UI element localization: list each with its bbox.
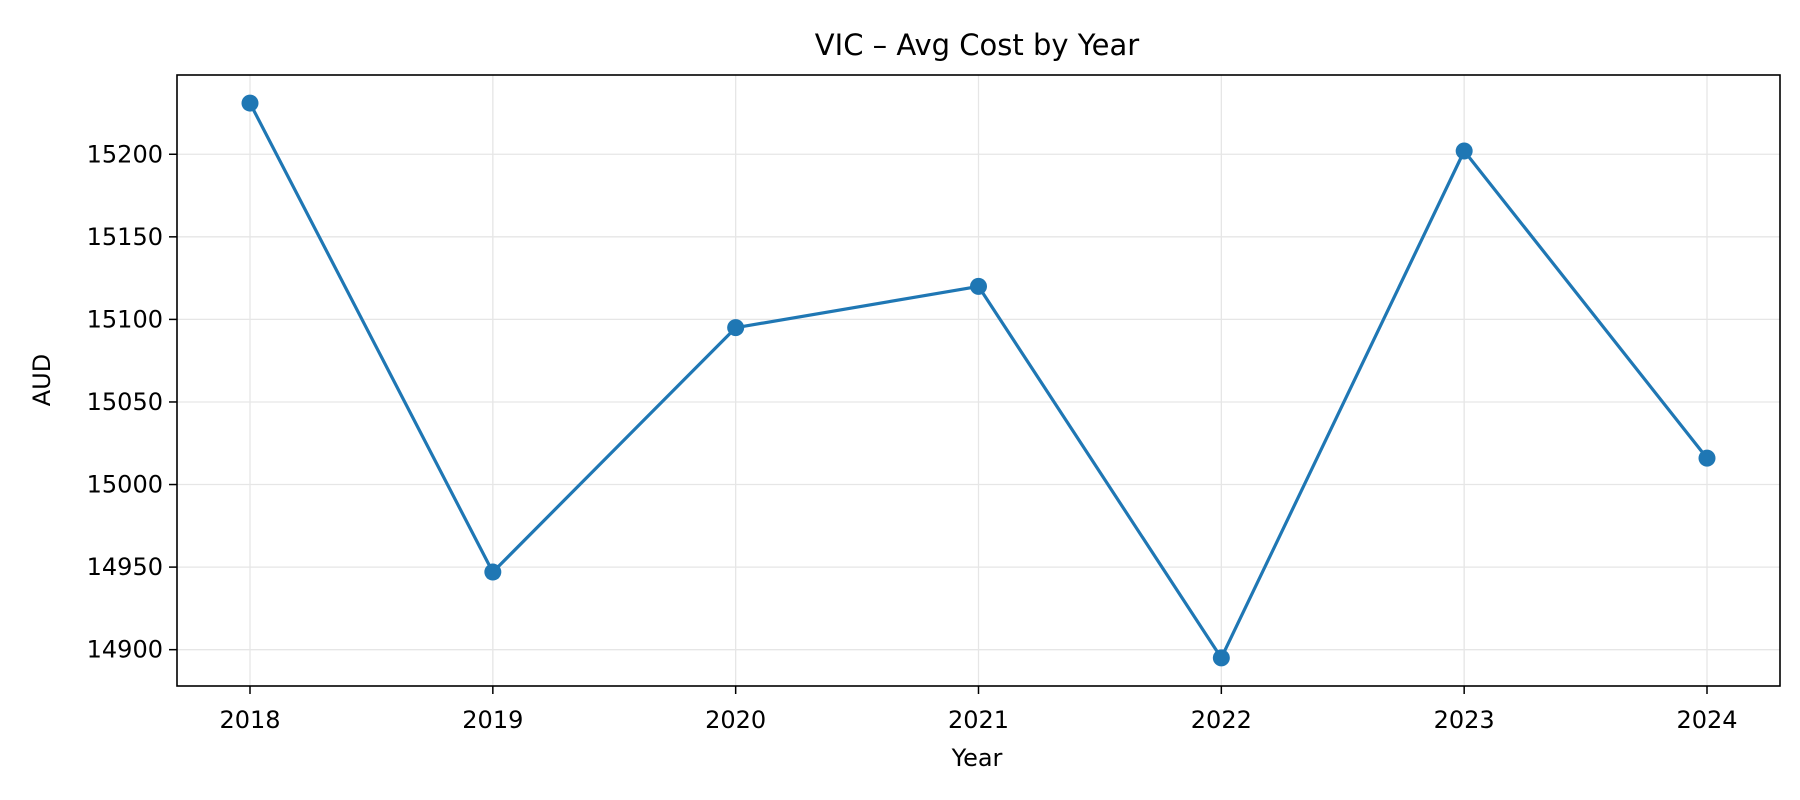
x-tick-label: 2019: [462, 706, 523, 734]
data-point-marker: [970, 277, 987, 295]
y-tick-label: 15150: [87, 223, 163, 251]
x-axis-ticks: 2018 2019 2020 2021 2022 2023 2024: [219, 686, 1738, 734]
x-tick-label: 2018: [219, 706, 280, 734]
y-axis-ticks: 14900 14950 15000 15050 15100 15150 15200: [87, 140, 177, 664]
x-tick-label: 2021: [948, 706, 1009, 734]
x-tick-label: 2024: [1676, 706, 1737, 734]
x-tick-label: 2023: [1434, 706, 1495, 734]
x-tick-label: 2022: [1191, 706, 1252, 734]
x-tick-label: 2020: [705, 706, 766, 734]
data-point-marker: [1212, 649, 1230, 667]
data-point-marker: [1455, 142, 1473, 160]
data-point-marker: [241, 94, 259, 112]
y-tick-label: 15000: [87, 471, 163, 499]
x-axis-label: Year: [951, 744, 1003, 772]
y-tick-label: 15200: [87, 140, 163, 168]
data-point-marker: [727, 319, 745, 337]
y-axis-label: AUD: [28, 354, 56, 406]
y-tick-label: 14950: [87, 553, 163, 581]
chart-title: VIC – Avg Cost by Year: [815, 28, 1139, 62]
y-tick-label: 15100: [87, 305, 163, 333]
grid-lines: [177, 75, 1780, 686]
y-tick-label: 15050: [87, 388, 163, 416]
series-layer: [241, 94, 1716, 667]
data-point-marker: [484, 563, 502, 581]
y-tick-label: 14900: [87, 636, 163, 664]
data-point-marker: [1698, 449, 1716, 467]
